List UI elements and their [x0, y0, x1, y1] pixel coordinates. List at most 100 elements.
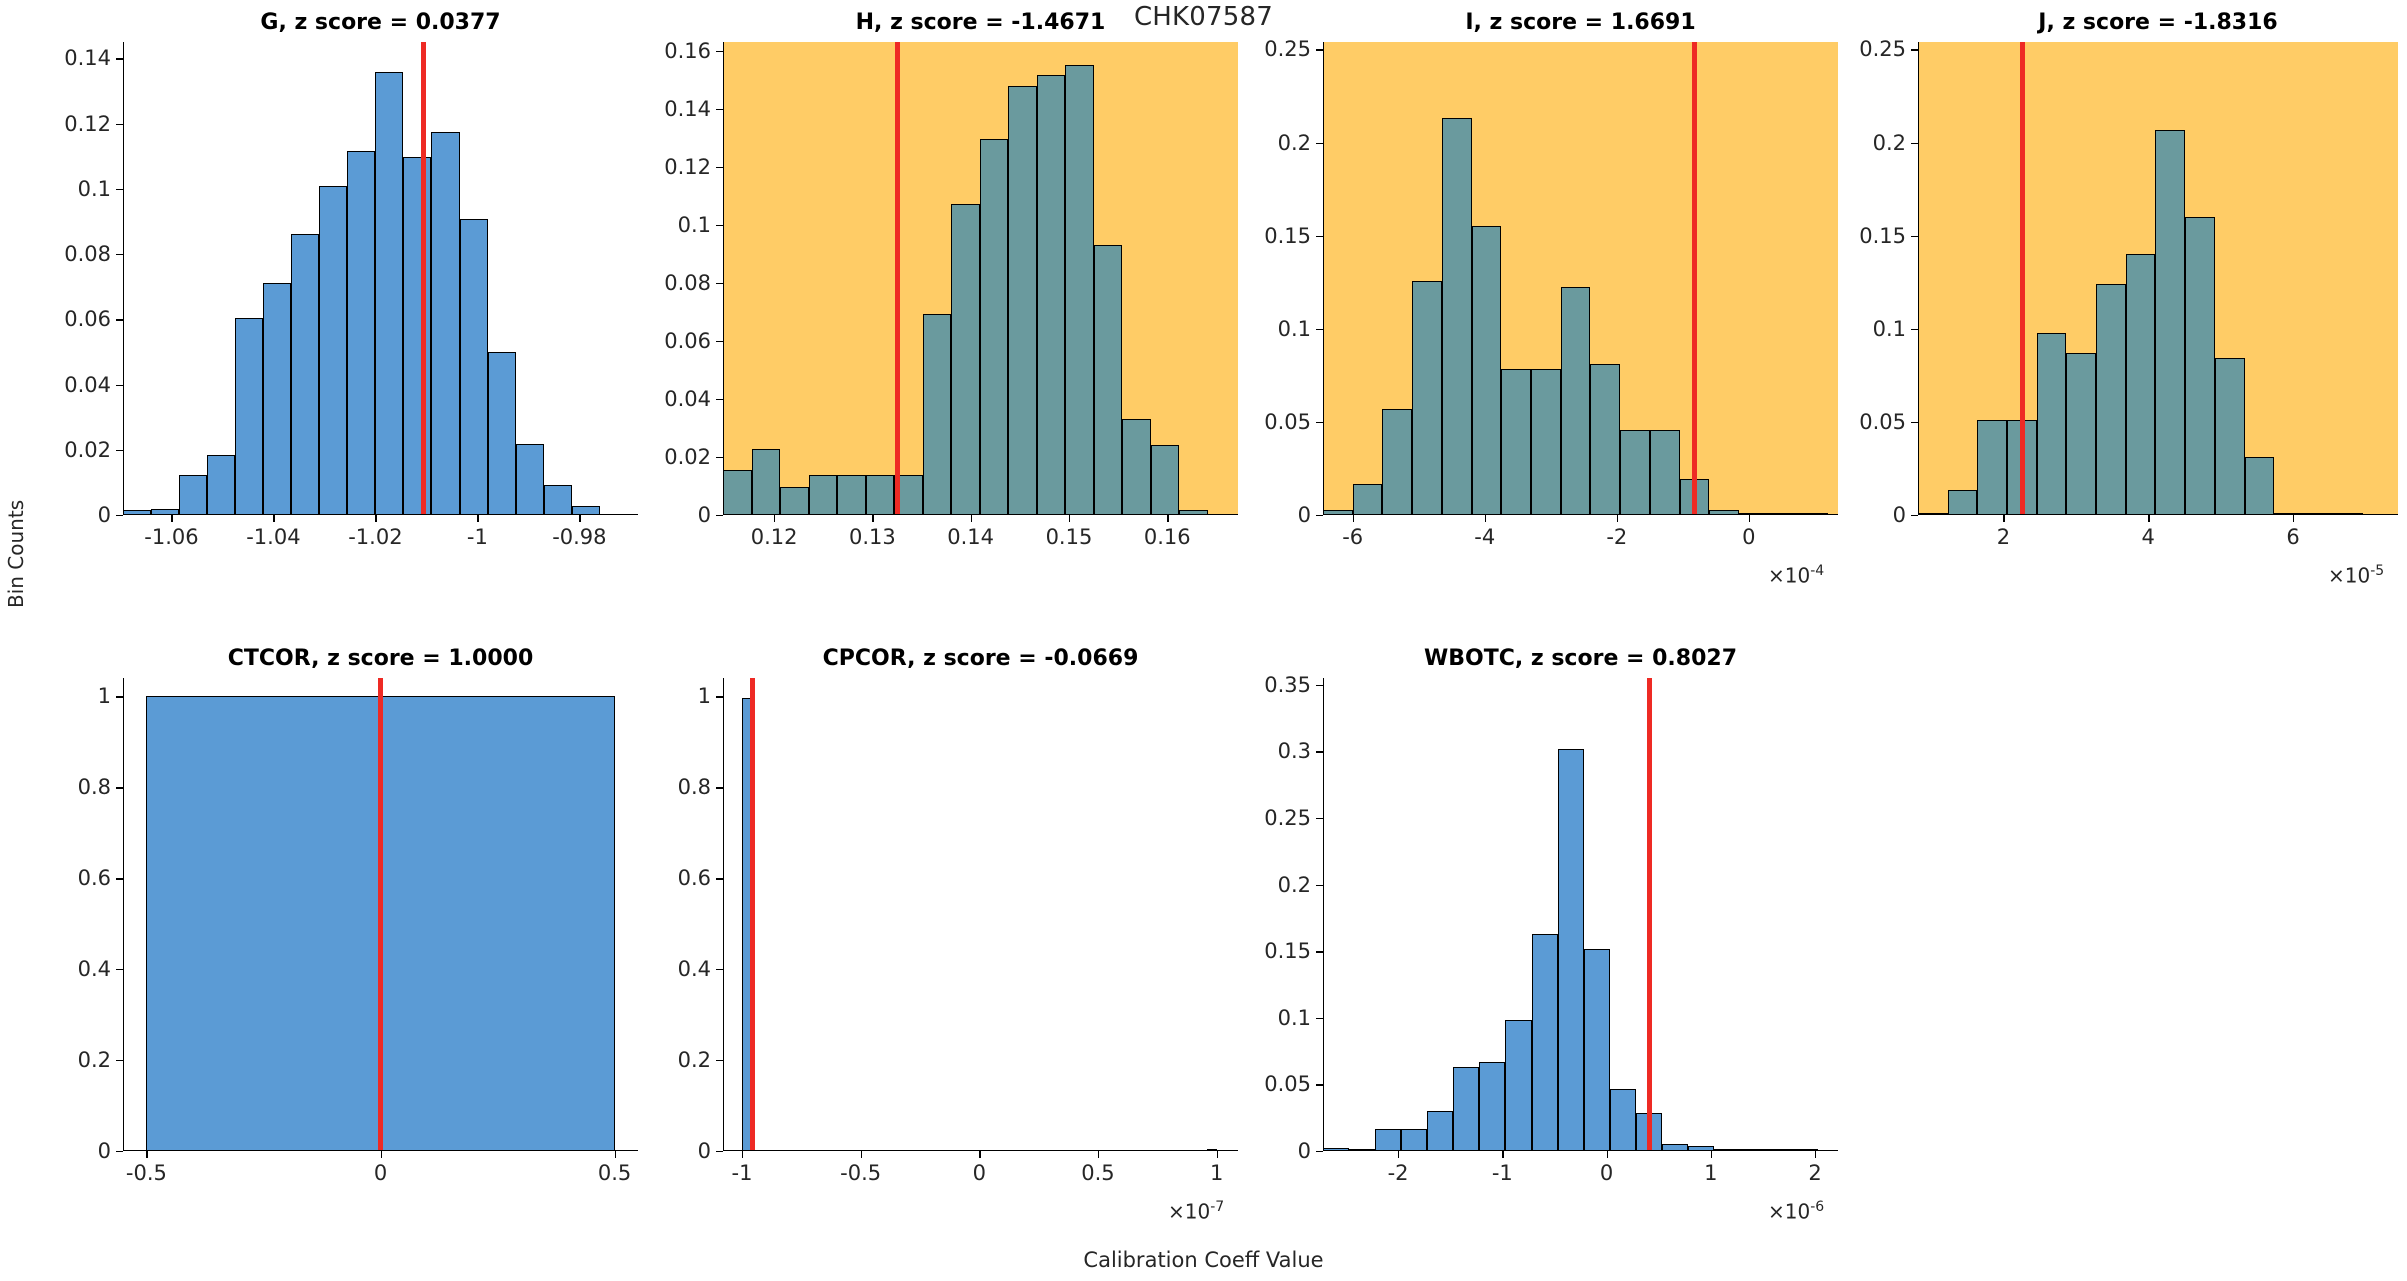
x-tick: [579, 515, 581, 522]
y-tick-label: 0.14: [64, 46, 111, 71]
y-tick: [1316, 751, 1323, 753]
y-tick: [716, 878, 723, 880]
y-tick-label: 0: [97, 503, 111, 527]
histogram-bar: [2036, 332, 2067, 515]
x-tick: [741, 1151, 744, 1158]
x-tick-label: 0.5: [597, 1161, 632, 1185]
histogram-bar: [922, 313, 951, 515]
x-tick-label: 2: [1808, 1161, 1822, 1185]
histogram-bar: [865, 474, 894, 515]
x-tick: [1097, 1151, 1100, 1158]
y-tick: [116, 787, 123, 789]
y-tick: [116, 123, 123, 125]
y-axis-line: [723, 42, 725, 515]
y-axis-line: [1323, 678, 1325, 1151]
y-tick: [1911, 515, 1918, 517]
y-tick: [116, 969, 123, 971]
y-tick: [716, 1060, 723, 1062]
y-tick-label: 0: [1297, 1139, 1311, 1163]
histogram-bar: [1557, 748, 1584, 1151]
histogram-bar: [1375, 1129, 1402, 1151]
y-tick-label: 1: [97, 684, 111, 709]
y-tick-label: 0.12: [64, 111, 111, 136]
measured-value-marker: [894, 42, 900, 515]
y-tick-label: 0.2: [1277, 130, 1311, 155]
histogram-bar: [780, 486, 809, 515]
y-tick-label: 0.6: [677, 866, 711, 891]
x-axis-line: [123, 1149, 638, 1151]
histogram-bar: [2214, 357, 2245, 515]
y-axis-label: Bin Counts: [4, 499, 28, 608]
y-tick: [716, 340, 723, 343]
histogram-bar: [837, 474, 866, 515]
y-tick-label: 0.04: [664, 386, 711, 411]
histogram-bar: [375, 72, 404, 515]
y-tick: [116, 696, 123, 698]
x-tick-label: -6: [1342, 525, 1364, 549]
y-tick-label: 0.8: [677, 775, 711, 800]
y-tick: [716, 398, 723, 401]
x-tick-label: -1: [466, 525, 488, 549]
y-tick-label: 0.1: [77, 176, 111, 201]
x-tick: [273, 515, 275, 522]
histogram-bar: [1471, 226, 1502, 515]
subplot-wbotc: WBOTC, z score = 0.8027 0 0.05 0.1 0.15 0.2 0.…: [1264, 646, 1838, 1224]
x-tick: [375, 515, 377, 522]
y-tick-label: 0.4: [77, 957, 111, 982]
figure-title: CHK07587: [1133, 2, 1274, 32]
histogram-bar: [2125, 254, 2156, 515]
y-tick: [116, 58, 123, 60]
x-tick-label: 0.15: [1045, 525, 1093, 549]
x-tick: [171, 515, 173, 522]
histogram-bar: [235, 318, 264, 515]
x-tick-label: 2: [1996, 525, 2011, 549]
y-tick-label: 0.4: [677, 957, 711, 982]
y-tick: [716, 166, 723, 169]
y-axis-line: [123, 42, 125, 515]
y-tick-label: 0.14: [664, 96, 711, 121]
measured-value-marker: [421, 42, 427, 515]
x-tick: [979, 1151, 981, 1158]
x-tick: [1352, 515, 1355, 522]
x-tick-label: 0.5: [1081, 1161, 1115, 1185]
x-tick-label: 0: [373, 1161, 388, 1185]
x-tick-label: 1: [1209, 1161, 1224, 1185]
axis-exponent-label: ×10-4: [1768, 563, 1825, 588]
histogram-bar: [1036, 74, 1066, 515]
histogram-bar: [2244, 457, 2275, 515]
y-tick: [716, 224, 723, 227]
histogram-bar: [291, 234, 320, 515]
histogram-bar: [1977, 419, 2008, 515]
y-tick: [1911, 142, 1918, 144]
x-tick-label: -4: [1474, 525, 1496, 549]
histogram-bar: [2185, 217, 2215, 515]
y-tick-label: 0: [697, 1139, 711, 1163]
plot-area: 0 0.05 0.1 0.15 0.2 0.25 -6 -4 -2 0 ×10-4: [1264, 37, 1838, 588]
y-tick: [1316, 1084, 1323, 1086]
subplot-g: G, z score = 0.0377 0 0.02 0.04 0.06 0.08 0.1 0…: [64, 10, 638, 585]
histogram-bar: [1505, 1019, 1532, 1151]
x-tick-label: -1: [731, 1161, 753, 1185]
y-tick: [1316, 884, 1323, 886]
y-tick: [1316, 817, 1323, 820]
histogram-bar: [1479, 1062, 1506, 1151]
histogram-bar: [487, 351, 516, 515]
x-tick-label: 6: [2286, 525, 2300, 549]
histogram-bar: [1427, 1111, 1454, 1151]
y-tick: [116, 878, 123, 880]
y-tick-label: 0.25: [1859, 37, 1906, 62]
histogram-bar: [403, 156, 432, 515]
histogram-bar: [207, 455, 236, 515]
x-tick: [1484, 515, 1487, 522]
y-tick-label: 1: [697, 684, 711, 709]
axis-exponent-label: ×10-6: [1768, 1199, 1825, 1224]
y-tick-label: 0.25: [1264, 805, 1311, 830]
y-tick: [716, 108, 723, 111]
x-tick-label: 0: [1742, 525, 1756, 549]
x-tick-label: 0.14: [947, 525, 995, 549]
axis-exponent-label: ×10-7: [1168, 1199, 1225, 1224]
y-tick-label: 0.2: [677, 1048, 711, 1073]
x-tick-label: 0.16: [1143, 525, 1191, 549]
x-tick: [1167, 515, 1169, 522]
x-tick: [872, 515, 874, 522]
